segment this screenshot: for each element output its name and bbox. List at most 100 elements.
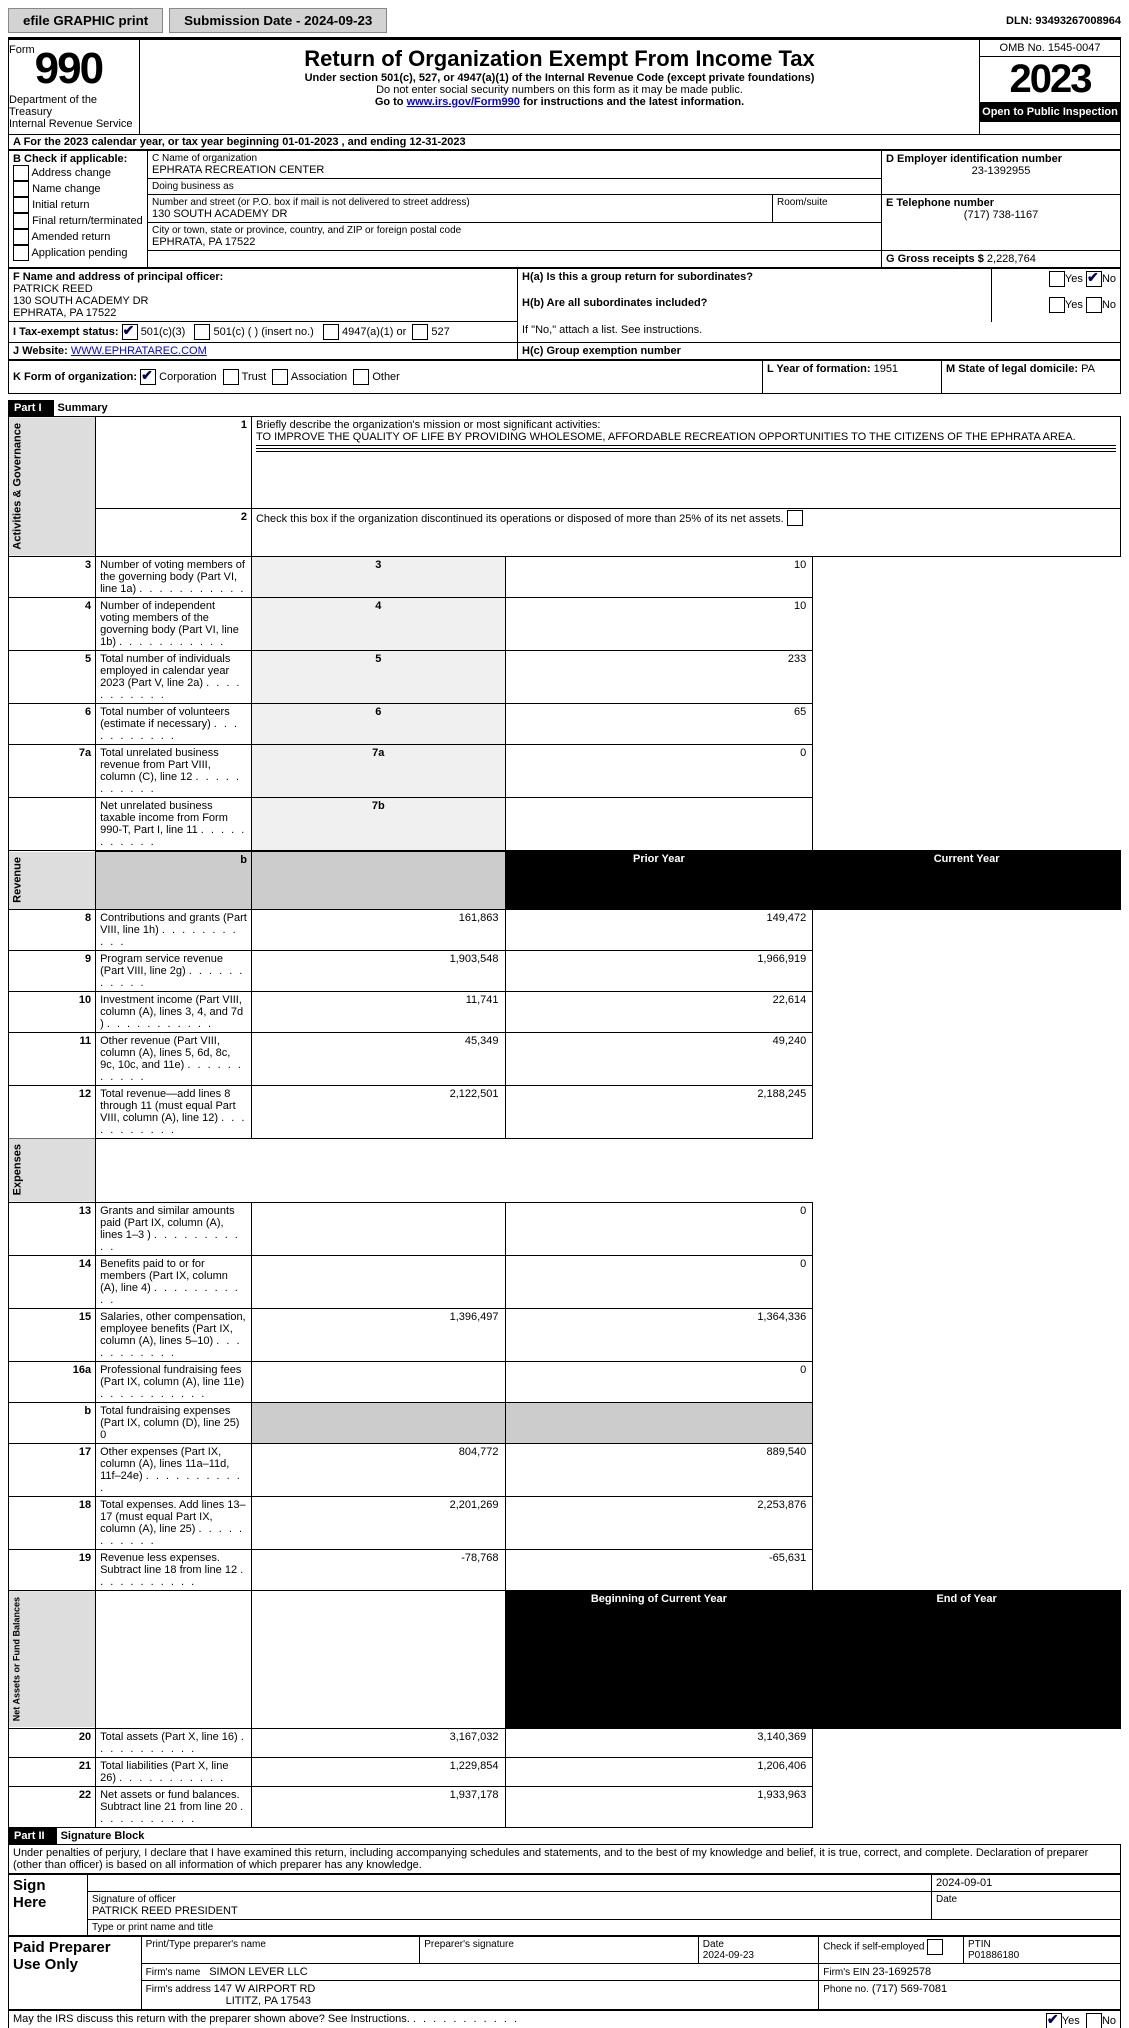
cb-app-pending[interactable] (13, 245, 29, 261)
opt-app-pending: Application pending (31, 247, 127, 259)
line-a: A For the 2023 calendar year, or tax yea… (8, 135, 1121, 150)
cb-discuss-yes[interactable] (1046, 2013, 1062, 2028)
current-year-header: Current Year (813, 851, 1121, 910)
prior-value: 161,863 (251, 909, 505, 950)
opt-527: 527 (431, 326, 449, 338)
sig-name: PATRICK REED PRESIDENT (92, 1905, 927, 1917)
firm-phone: (717) 569-7081 (872, 1983, 947, 1995)
box-d-label: D Employer identification number (886, 153, 1116, 165)
cb-name-change[interactable] (13, 181, 29, 197)
current-value: 0 (505, 1362, 813, 1403)
begin-value: 1,937,178 (251, 1786, 505, 1827)
line-num: 19 (9, 1550, 96, 1591)
opt-501c: 501(c) ( ) (insert no.) (214, 326, 314, 338)
year-formation: 1951 (874, 363, 898, 375)
line-num: 17 (9, 1444, 96, 1497)
cb-initial-return[interactable] (13, 197, 29, 213)
tax-year: 2023 (980, 57, 1120, 102)
submission-date-button[interactable]: Submission Date - 2024-09-23 (169, 8, 387, 33)
cb-ha-no[interactable] (1086, 271, 1102, 287)
prior-value: 1,396,497 (251, 1309, 505, 1362)
begin-year-header: Beginning of Current Year (505, 1591, 813, 1728)
part1-label: Part I (8, 400, 54, 416)
line-num: 8 (9, 909, 96, 950)
cb-other[interactable] (353, 369, 369, 385)
website-link[interactable]: WWW.EPHRATAREC.COM (71, 345, 207, 357)
prior-value (251, 1403, 505, 1444)
discuss-row: May the IRS discuss this return with the… (8, 2010, 1121, 2028)
box-k-label: K Form of organization: (13, 371, 137, 383)
end-year-header: End of Year (813, 1591, 1121, 1728)
cb-discontinued[interactable] (787, 510, 803, 526)
sig-officer-label: Signature of officer (92, 1894, 927, 1905)
end-value: 3,140,369 (505, 1728, 813, 1757)
line-desc: Number of independent voting members of … (96, 597, 252, 650)
paid-preparer-label: Paid Preparer Use Only (9, 1936, 142, 2009)
box-e-label: E Telephone number (886, 197, 1116, 209)
opt-4947: 4947(a)(1) or (342, 326, 406, 338)
opt-assoc: Association (291, 371, 347, 383)
org-name: EPHRATA RECREATION CENTER (152, 164, 877, 176)
city-label: City or town, state or province, country… (152, 225, 877, 236)
cb-amended[interactable] (13, 229, 29, 245)
line-num: 14 (9, 1256, 96, 1309)
efile-print-button[interactable]: efile GRAPHIC print (8, 8, 163, 33)
state-domicile: PA (1081, 363, 1095, 375)
line-desc: Total number of individuals employed in … (96, 650, 252, 703)
cb-final-return[interactable] (13, 213, 29, 229)
opt-final-return: Final return/terminated (32, 215, 143, 227)
cb-discuss-no[interactable] (1086, 2013, 1102, 2028)
current-value: 2,253,876 (505, 1497, 813, 1550)
cb-hb-no[interactable] (1086, 297, 1102, 313)
line-box: 6 (251, 703, 505, 744)
cb-527[interactable] (412, 324, 428, 340)
cb-trust[interactable] (223, 369, 239, 385)
cb-address-change[interactable] (13, 165, 29, 181)
goto-label: Go to (375, 96, 407, 108)
preparer-table: Paid Preparer Use Only Print/Type prepar… (8, 1936, 1121, 2010)
line1-label: Briefly describe the organization's miss… (256, 419, 1116, 431)
cb-hb-yes[interactable] (1049, 297, 1065, 313)
cb-self-employed[interactable] (927, 1939, 943, 1955)
current-value: 1,966,919 (505, 950, 813, 991)
line-num: 15 (9, 1309, 96, 1362)
line-num: 4 (9, 597, 96, 650)
current-value: 49,240 (505, 1032, 813, 1085)
summary-table: Activities & Governance 1 Briefly descri… (8, 416, 1121, 1828)
signature-table: Sign Here 2024-09-01 Signature of office… (8, 1874, 1121, 1936)
line-num: 16a (9, 1362, 96, 1403)
gross-receipts: 2,228,764 (987, 253, 1036, 265)
cb-501c[interactable] (194, 324, 210, 340)
declaration-text: Under penalties of perjury, I declare th… (8, 1844, 1121, 1874)
current-value: 0 (505, 1256, 813, 1309)
box-i-label: I Tax-exempt status: (13, 326, 119, 338)
cb-4947[interactable] (323, 324, 339, 340)
no-label3: No (1102, 2014, 1116, 2026)
firm-addr: 147 W AIRPORT RD (214, 1983, 316, 1995)
line-desc: Total expenses. Add lines 13–17 (must eq… (96, 1497, 252, 1550)
opt-initial-return: Initial return (32, 199, 89, 211)
cb-501c3[interactable] (122, 324, 138, 340)
line-num: 5 (9, 650, 96, 703)
top-bar: efile GRAPHIC print Submission Date - 20… (8, 4, 1121, 39)
cb-ha-yes[interactable] (1049, 271, 1065, 287)
line-desc: Net assets or fund balances. Subtract li… (96, 1786, 252, 1827)
line-num: 10 (9, 991, 96, 1032)
current-value: 22,614 (505, 991, 813, 1032)
cb-corp[interactable] (140, 369, 156, 385)
cb-assoc[interactable] (272, 369, 288, 385)
prior-value: 45,349 (251, 1032, 505, 1085)
line-value: 0 (505, 744, 813, 797)
part2-title: Signature Block (61, 1830, 145, 1842)
opt-name-change: Name change (32, 183, 101, 195)
current-value: -65,631 (505, 1550, 813, 1591)
line-desc: Total fundraising expenses (Part IX, col… (96, 1403, 252, 1444)
prior-value: 11,741 (251, 991, 505, 1032)
prior-value: 804,772 (251, 1444, 505, 1497)
discuss-text: May the IRS discuss this return with the… (13, 2013, 410, 2025)
no-label2: No (1102, 299, 1116, 311)
irs-link[interactable]: www.irs.gov/Form990 (407, 96, 520, 108)
current-value: 1,364,336 (505, 1309, 813, 1362)
part2-label: Part II (8, 1828, 57, 1844)
form-note1: Do not enter social security numbers on … (144, 84, 975, 96)
